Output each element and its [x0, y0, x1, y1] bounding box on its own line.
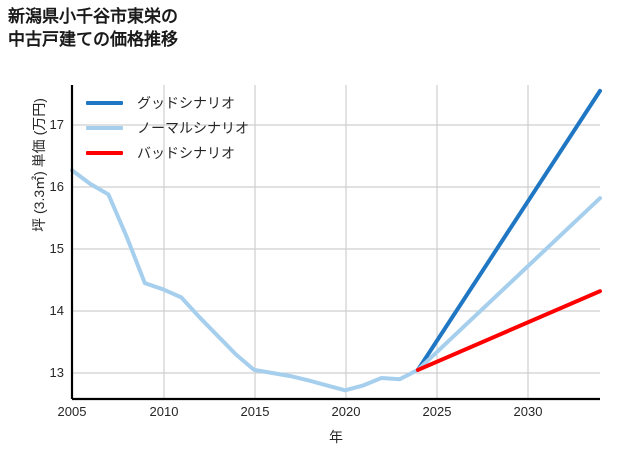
legend-item-bad: バッドシナリオ: [86, 140, 249, 165]
legend-item-normal: ノーマルシナリオ: [86, 115, 249, 140]
x-tick-2020: 2020: [331, 404, 361, 419]
series-line: [415, 289, 602, 372]
x-tick-2010: 2010: [149, 404, 179, 419]
chart-legend: グッドシナリオ ノーマルシナリオ バッドシナリオ: [86, 90, 249, 165]
x-tick-2005: 2005: [57, 404, 87, 419]
legend-swatch-good: [86, 100, 123, 105]
series-line: [415, 88, 602, 372]
legend-item-good: グッドシナリオ: [86, 90, 249, 115]
gridlines: [72, 85, 600, 399]
y-tick-13: 13: [49, 365, 64, 380]
y-tick-16: 16: [49, 179, 64, 194]
data-series-layer: [70, 88, 602, 393]
y-tick-14: 14: [49, 303, 64, 318]
legend-label-normal: ノーマルシナリオ: [137, 119, 249, 136]
legend-label-bad: バッドシナリオ: [137, 144, 235, 161]
x-tick-2030: 2030: [513, 404, 543, 419]
x-axis-label: 年: [329, 429, 343, 445]
y-tick-15: 15: [49, 241, 64, 256]
chart-title: 新潟県小千谷市東栄の 中古戸建ての価格推移: [8, 7, 178, 49]
legend-label-good: グッドシナリオ: [137, 94, 235, 111]
series-line: [70, 168, 420, 393]
x-tick-2025: 2025: [422, 404, 452, 419]
legend-swatch-normal: [86, 125, 123, 130]
series-line: [415, 196, 602, 372]
y-tick-17: 17: [49, 117, 64, 132]
x-tick-2015: 2015: [240, 404, 270, 419]
axis-spines: [70, 85, 600, 401]
legend-swatch-bad: [86, 150, 123, 155]
